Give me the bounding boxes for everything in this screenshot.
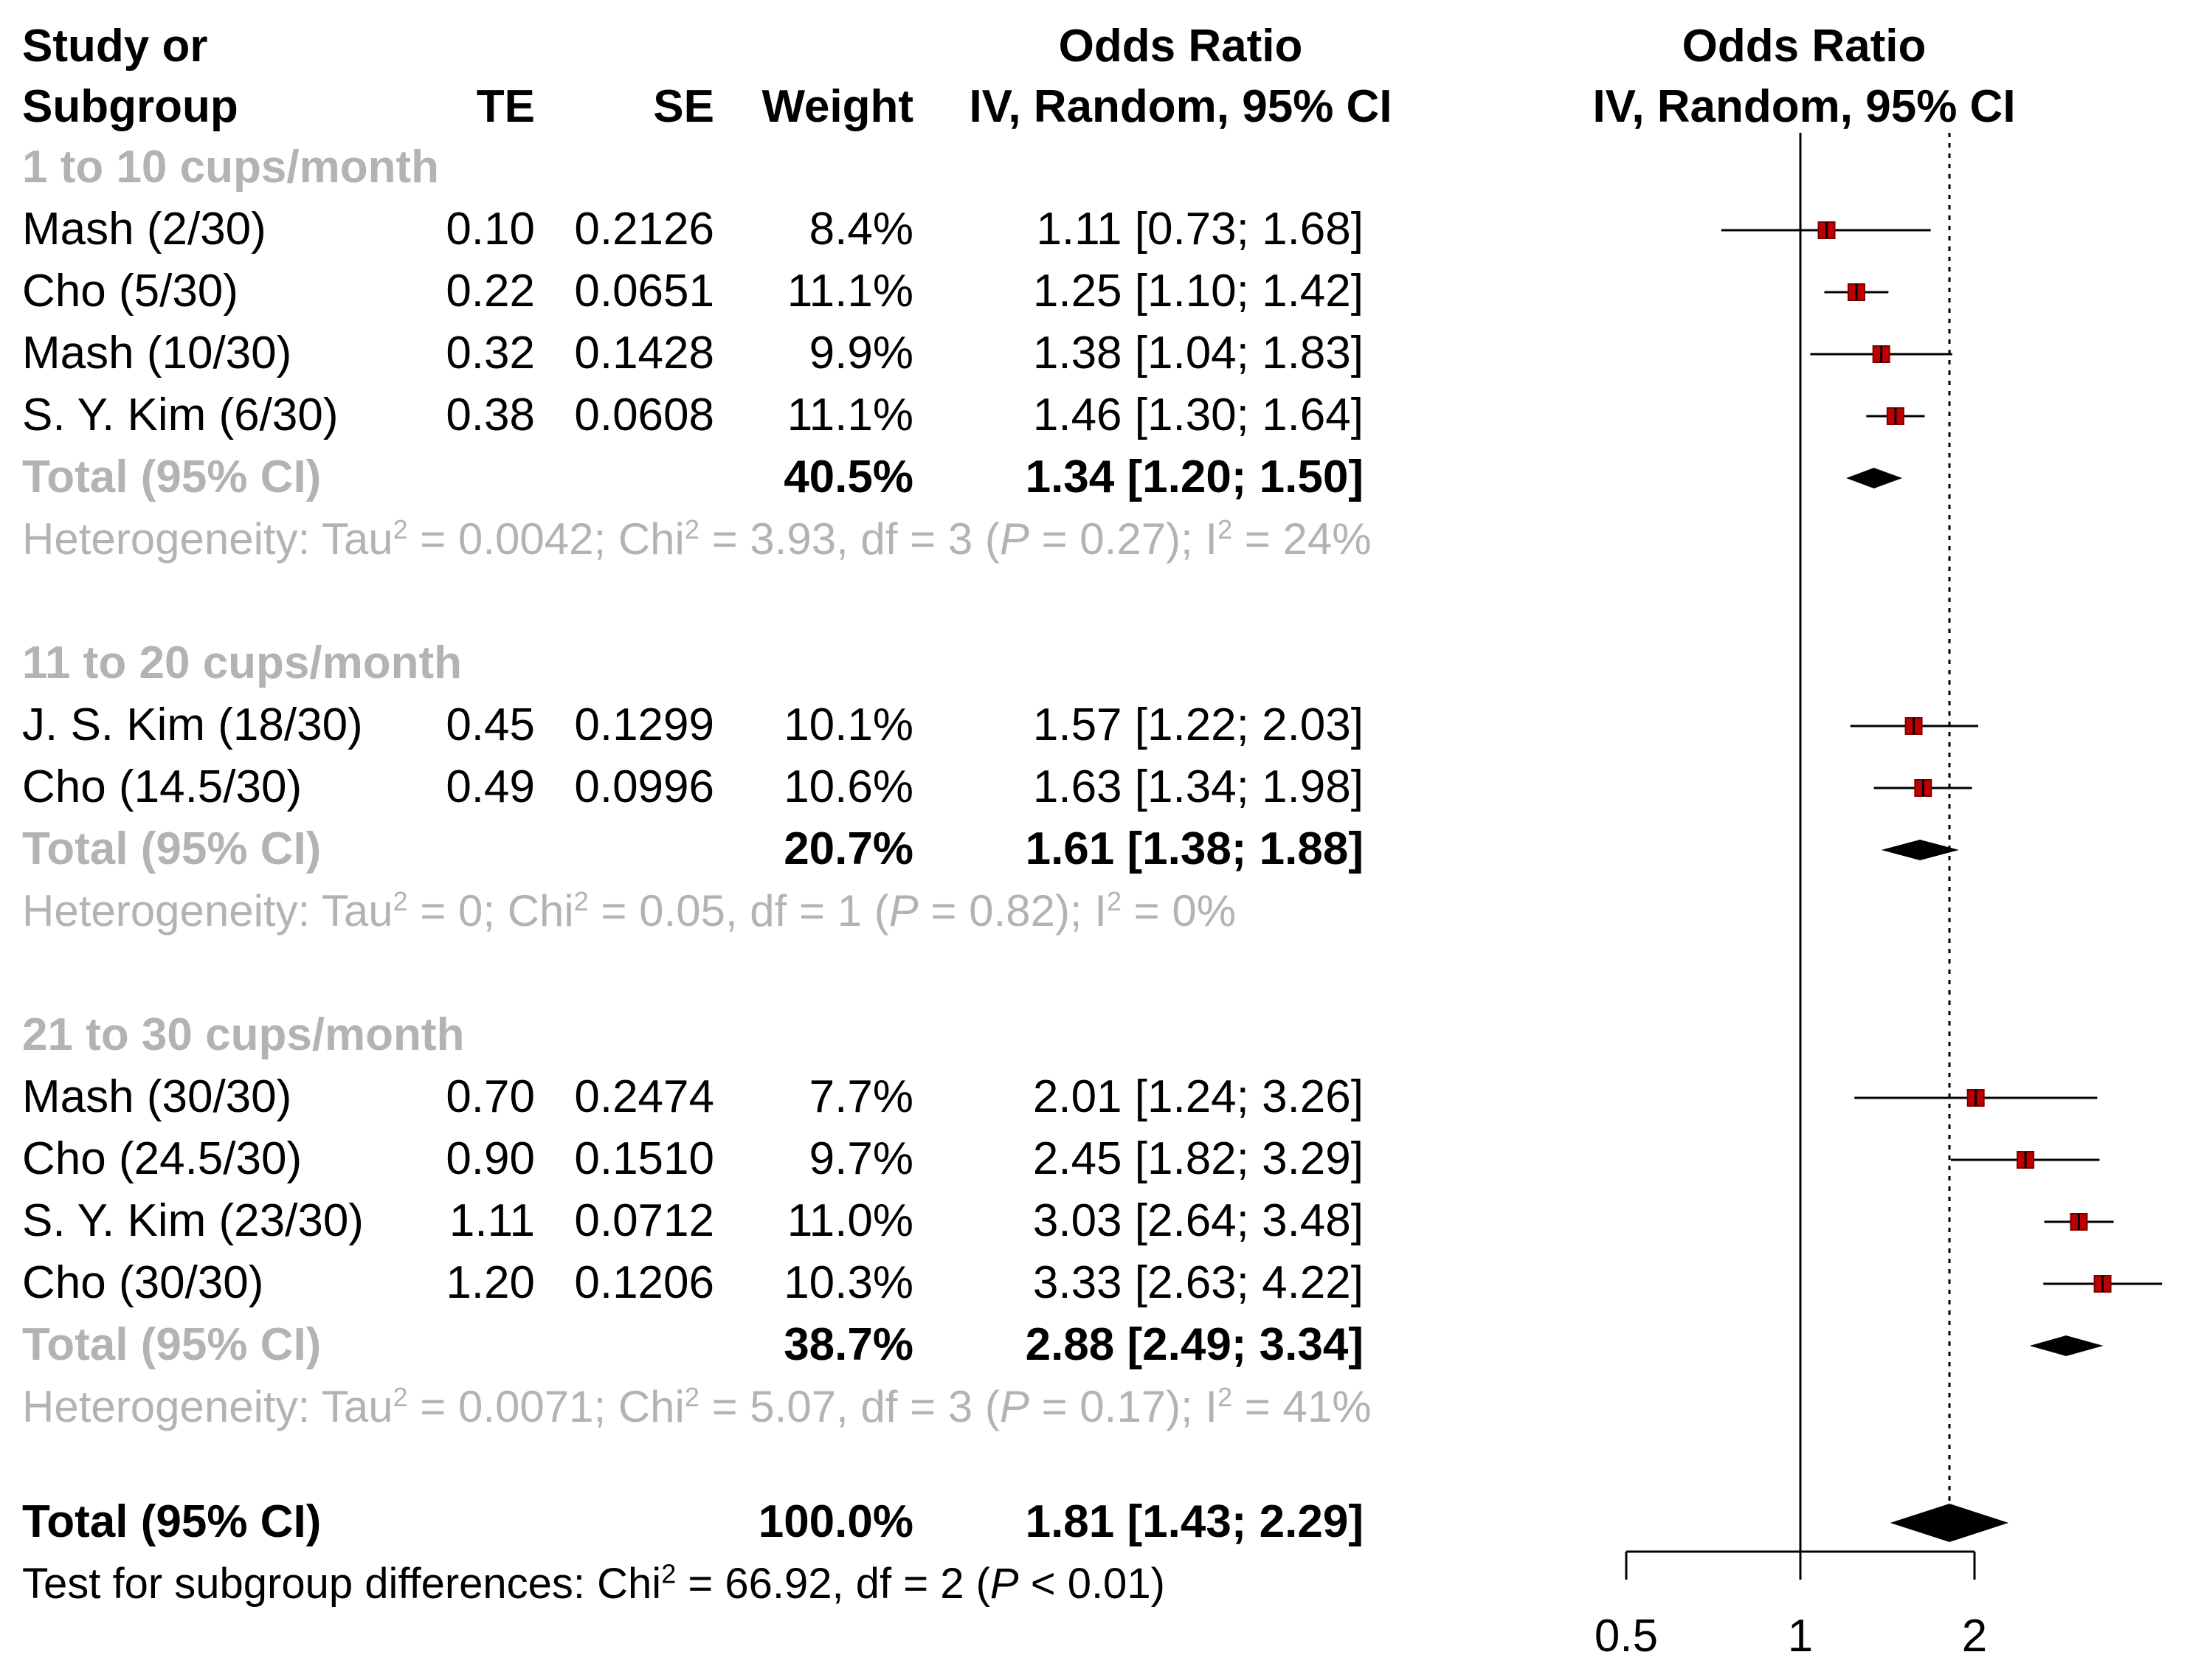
- study-te: 0.10: [446, 204, 535, 255]
- study-weight: 9.9%: [809, 328, 913, 378]
- study-se: 0.1299: [574, 699, 714, 750]
- overall-total-label: Total (95% CI): [22, 1496, 322, 1547]
- subgroup-test-text: Test for subgroup differences: Chi2 = 66…: [22, 1558, 1165, 1608]
- study-te: 1.11: [449, 1195, 535, 1246]
- study-se: 0.0996: [574, 761, 714, 812]
- subgroup-total-weight: 20.7%: [784, 823, 913, 874]
- subgroup-total-weight: 40.5%: [784, 452, 913, 502]
- study-name: Mash (10/30): [22, 328, 292, 378]
- study-weight: 11.1%: [787, 390, 913, 440]
- study-weight: 10.3%: [784, 1257, 913, 1308]
- subgroup-total-ci: 2.88 [2.49; 3.34]: [1025, 1319, 1364, 1370]
- study-name: Mash (2/30): [22, 204, 266, 255]
- header-weight: Weight: [761, 81, 914, 132]
- x-axis-tick-label: 2: [1962, 1611, 1987, 1662]
- study-se: 0.0712: [574, 1195, 714, 1246]
- subgroup-diamond: [2029, 1335, 2104, 1356]
- study-weight: 9.7%: [809, 1133, 913, 1184]
- study-weight: 10.6%: [784, 761, 913, 812]
- study-se: 0.2126: [574, 204, 714, 255]
- heterogeneity-text: Heterogeneity: Tau2 = 0; Chi2 = 0.05, df…: [22, 886, 1237, 936]
- header-se: SE: [653, 81, 714, 132]
- header-plot-line1: Odds Ratio: [1682, 21, 1927, 72]
- study-weight: 7.7%: [809, 1071, 913, 1122]
- subgroup-total-weight: 38.7%: [784, 1319, 913, 1370]
- study-name: Cho (5/30): [22, 266, 238, 317]
- study-name: J. S. Kim (18/30): [22, 699, 363, 750]
- study-ci: 3.33 [2.63; 4.22]: [1032, 1257, 1364, 1308]
- subgroup-total-label: Total (95% CI): [22, 452, 322, 502]
- subgroup-title: 21 to 30 cups/month: [22, 1009, 465, 1060]
- header-study-line2: Subgroup: [22, 81, 238, 132]
- study-ci: 2.45 [1.82; 3.29]: [1032, 1133, 1364, 1184]
- study-ci: 1.25 [1.10; 1.42]: [1032, 266, 1364, 317]
- study-weight: 11.0%: [787, 1195, 913, 1246]
- study-name: Cho (14.5/30): [22, 761, 303, 812]
- study-ci: 1.11 [0.73; 1.68]: [1036, 204, 1364, 255]
- study-name: S. Y. Kim (6/30): [22, 390, 339, 440]
- study-se: 0.0651: [574, 266, 714, 317]
- study-ci: 2.01 [1.24; 3.26]: [1032, 1071, 1364, 1122]
- heterogeneity-text: Heterogeneity: Tau2 = 0.0042; Chi2 = 3.9…: [22, 514, 1372, 564]
- study-te: 0.22: [446, 266, 535, 317]
- study-ci: 1.63 [1.34; 1.98]: [1032, 761, 1364, 812]
- header-or-line1: Odds Ratio: [1058, 21, 1303, 72]
- subgroup-title: 1 to 10 cups/month: [22, 142, 439, 193]
- header-plot-line2: IV, Random, 95% CI: [1592, 81, 2016, 132]
- study-ci: 3.03 [2.64; 3.48]: [1032, 1195, 1364, 1246]
- subgroup-diamond: [1846, 468, 1903, 488]
- study-ci: 1.57 [1.22; 2.03]: [1032, 699, 1364, 750]
- header-te: TE: [476, 81, 535, 132]
- study-se: 0.2474: [574, 1071, 714, 1122]
- study-te: 0.70: [446, 1071, 535, 1122]
- overall-total-weight: 100.0%: [758, 1496, 913, 1547]
- study-se: 0.0608: [574, 390, 714, 440]
- study-name: Mash (30/30): [22, 1071, 292, 1122]
- study-te: 0.90: [446, 1133, 535, 1184]
- study-te: 0.49: [446, 761, 535, 812]
- study-weight: 8.4%: [809, 204, 913, 255]
- study-weight: 10.1%: [784, 699, 913, 750]
- subgroup-total-label: Total (95% CI): [22, 823, 322, 874]
- subgroup-total-ci: 1.61 [1.38; 1.88]: [1025, 823, 1364, 874]
- subgroup-total-label: Total (95% CI): [22, 1319, 322, 1370]
- subgroup-diamond: [1881, 840, 1959, 860]
- x-axis-tick-label: 1: [1788, 1611, 1813, 1662]
- study-name: Cho (24.5/30): [22, 1133, 303, 1184]
- study-se: 0.1206: [574, 1257, 714, 1308]
- study-te: 0.32: [446, 328, 535, 378]
- header-or-line2: IV, Random, 95% CI: [969, 81, 1392, 132]
- study-weight: 11.1%: [787, 266, 913, 317]
- overall-diamond: [1890, 1504, 2009, 1542]
- study-te: 0.38: [446, 390, 535, 440]
- overall-total-ci: 1.81 [1.43; 2.29]: [1025, 1496, 1364, 1547]
- study-te: 0.45: [446, 699, 535, 750]
- subgroup-title: 11 to 20 cups/month: [22, 637, 463, 688]
- header-study-line1: Study or: [22, 21, 208, 72]
- heterogeneity-text: Heterogeneity: Tau2 = 0.0071; Chi2 = 5.0…: [22, 1382, 1372, 1431]
- study-se: 0.1510: [574, 1133, 714, 1184]
- subgroup-total-ci: 1.34 [1.20; 1.50]: [1025, 452, 1364, 502]
- study-name: Cho (30/30): [22, 1257, 264, 1308]
- study-se: 0.1428: [574, 328, 714, 378]
- study-ci: 1.46 [1.30; 1.64]: [1032, 390, 1364, 440]
- study-name: S. Y. Kim (23/30): [22, 1195, 364, 1246]
- x-axis-tick-label: 0.5: [1595, 1611, 1658, 1662]
- study-ci: 1.38 [1.04; 1.83]: [1032, 328, 1364, 378]
- study-te: 1.20: [446, 1257, 535, 1308]
